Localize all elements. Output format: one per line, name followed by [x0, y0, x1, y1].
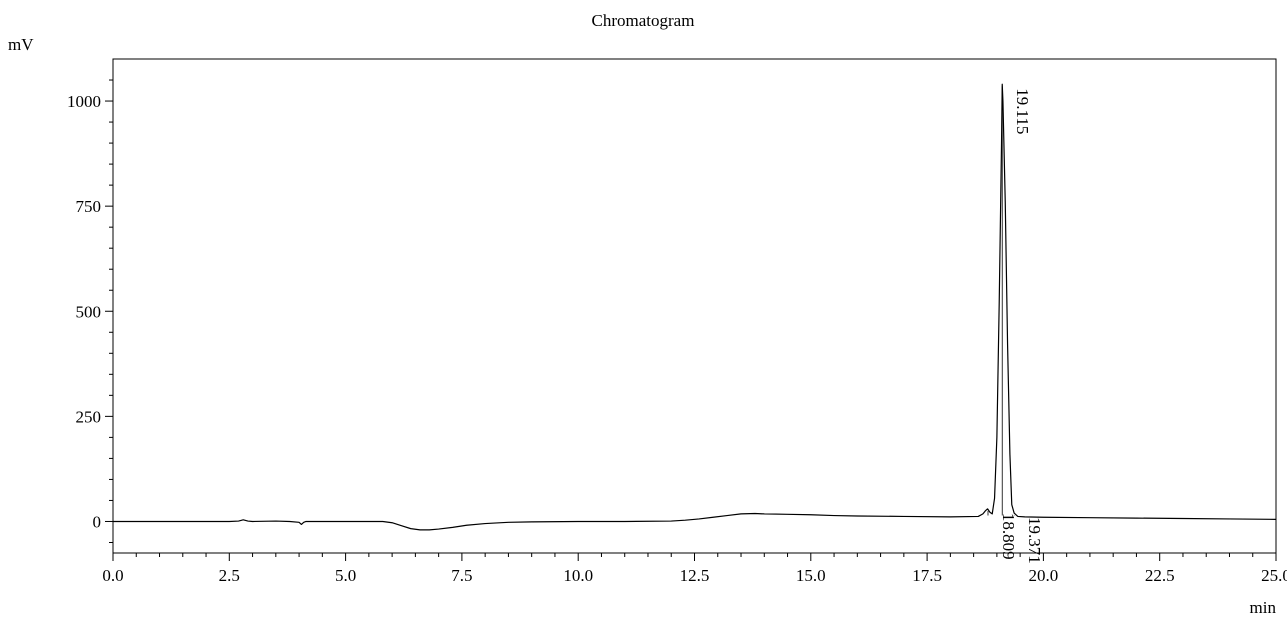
- x-tick-label: 5.0: [335, 566, 356, 585]
- y-tick-label: 1000: [67, 92, 101, 111]
- peak-annotations: 19.115 18.809 19.371: [987, 86, 1044, 564]
- series-layer: [113, 83, 1277, 531]
- peak-label: 19.371: [1025, 517, 1044, 564]
- x-tick-label: 25.0: [1261, 566, 1287, 585]
- x-tick-label: 7.5: [451, 566, 472, 585]
- x-axis-label: min: [1250, 598, 1277, 617]
- y-axis-label: mV: [8, 35, 34, 54]
- x-tick-label: 17.5: [912, 566, 942, 585]
- y-axis-ticks: 0 250 500 750 1000: [67, 79, 113, 543]
- x-tick-label: 0.0: [102, 566, 123, 585]
- x-tick-label: 12.5: [680, 566, 710, 585]
- x-tick-label: 20.0: [1029, 566, 1059, 585]
- chromatogram-trace: [113, 83, 1277, 531]
- chart-title: Chromatogram: [592, 11, 695, 30]
- y-tick-label: 0: [93, 512, 102, 531]
- y-tick-label: 500: [76, 302, 102, 321]
- y-tick-label: 750: [76, 197, 102, 216]
- peak-label: 19.115: [1013, 88, 1032, 134]
- x-tick-label: 10.0: [563, 566, 593, 585]
- x-tick-label: 22.5: [1145, 566, 1175, 585]
- y-tick-label: 250: [76, 407, 102, 426]
- x-tick-label: 2.5: [219, 566, 240, 585]
- peak-label: 18.809: [999, 513, 1018, 560]
- plot-frame: [112, 58, 1277, 554]
- x-axis-ticks: 0.0 2.5 5.0 7.5 10.0 12.5 15.0 17.5 20.0 22.5 25.0: [102, 553, 1287, 585]
- x-tick-label: 15.0: [796, 566, 826, 585]
